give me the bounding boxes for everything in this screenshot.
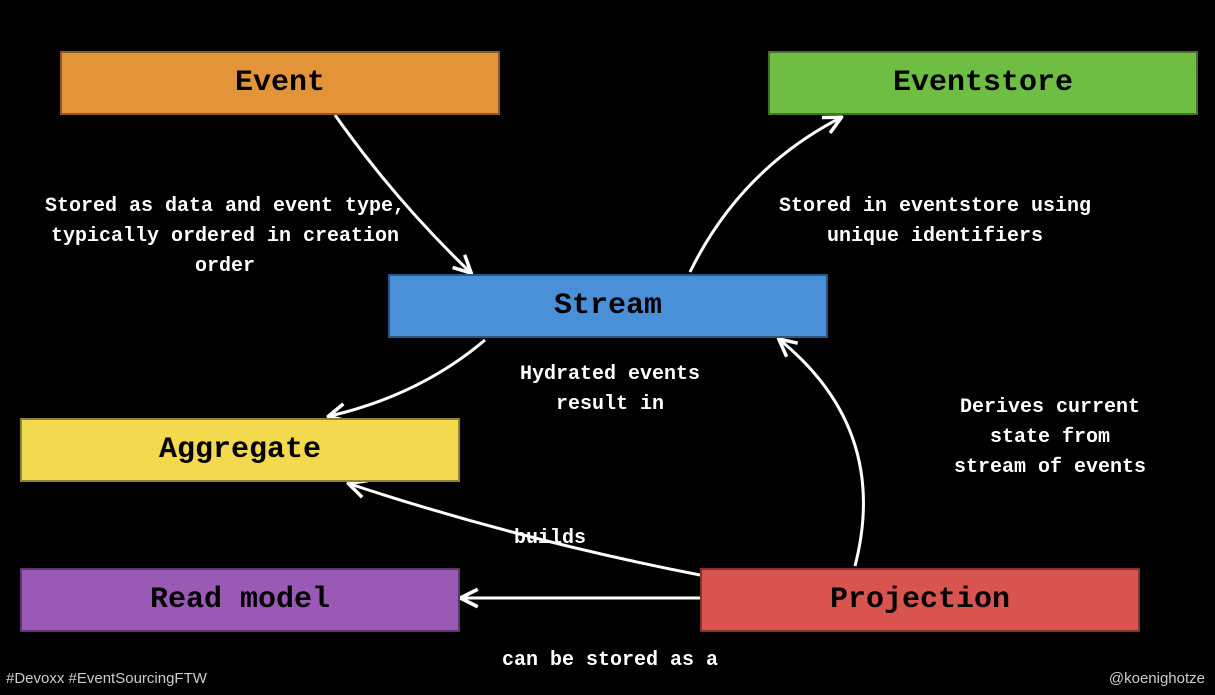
footer-hashtags: #Devoxx #EventSourcingFTW (6, 670, 207, 687)
node-event: Event (60, 51, 500, 115)
caption-event-desc: Stored as data and event type, typically… (20, 192, 430, 282)
node-label: Projection (830, 583, 1010, 617)
node-label: Stream (554, 289, 662, 323)
caption-eventstore-desc: Stored in eventstore using unique identi… (730, 192, 1140, 252)
node-label: Eventstore (893, 66, 1073, 100)
node-aggregate: Aggregate (20, 418, 460, 482)
node-stream: Stream (388, 274, 828, 338)
node-readmodel: Read model (20, 568, 460, 632)
caption-hydrated-desc: Hydrated events result in (480, 360, 740, 420)
node-label: Read model (150, 583, 330, 617)
caption-projection-desc: Derives current state from stream of eve… (920, 393, 1180, 483)
caption-builds: builds (480, 524, 620, 554)
footer-handle: @koenighotze (1109, 670, 1205, 687)
node-eventstore: Eventstore (768, 51, 1198, 115)
node-label: Aggregate (159, 433, 321, 467)
node-projection: Projection (700, 568, 1140, 632)
node-label: Event (235, 66, 325, 100)
caption-stored-as: can be stored as a (440, 646, 780, 676)
